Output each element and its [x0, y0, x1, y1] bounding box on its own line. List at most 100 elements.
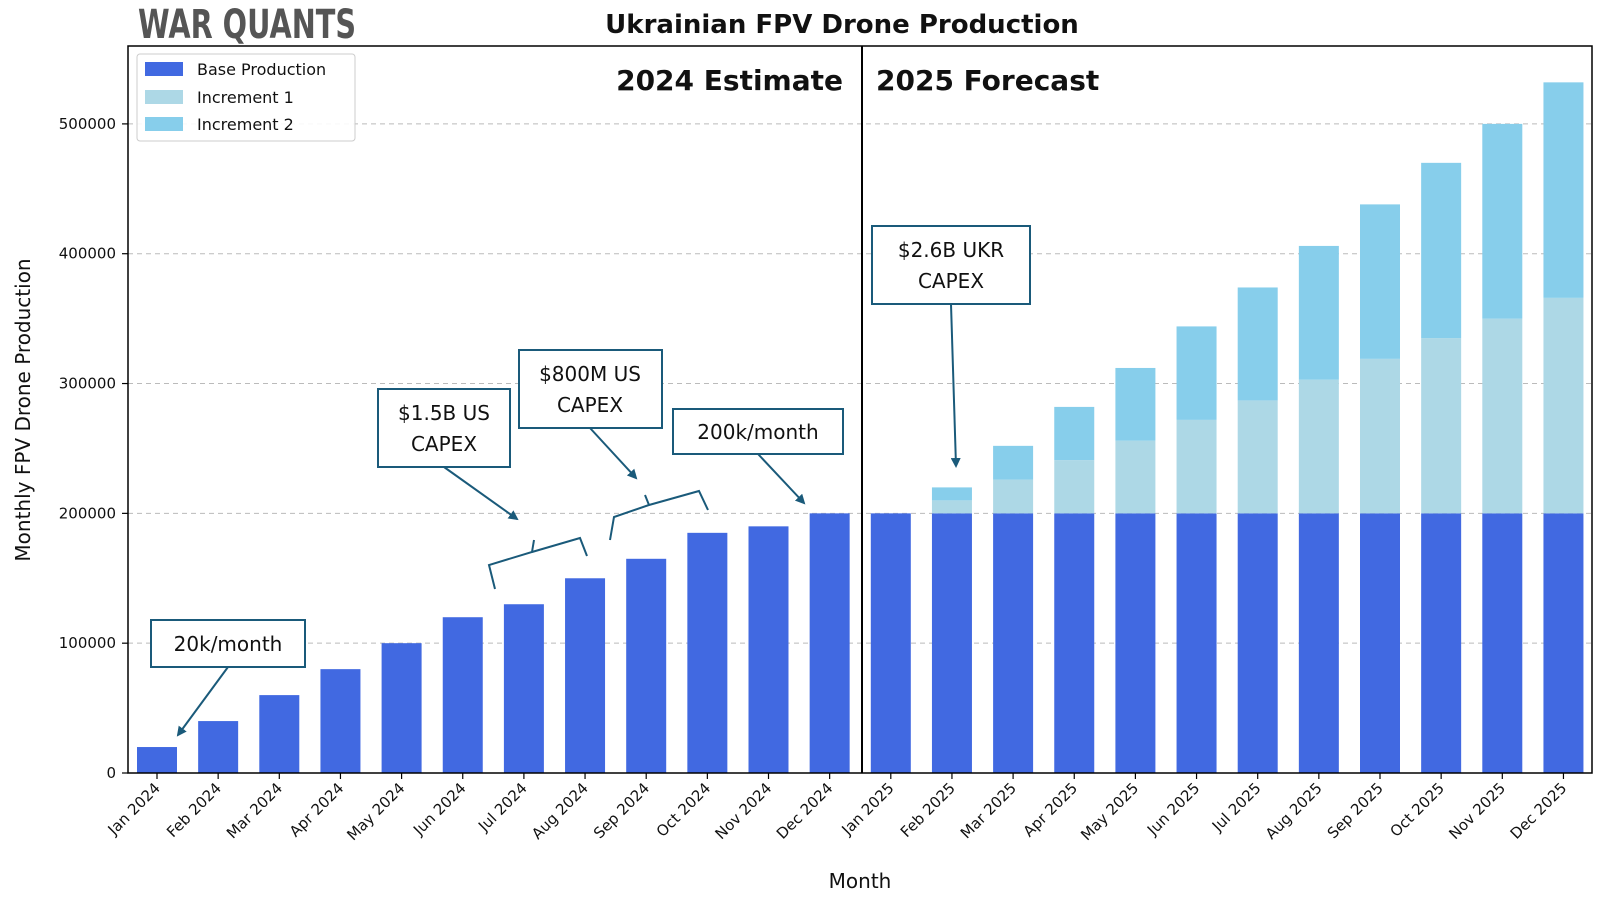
bar-increment-1: [1360, 358, 1400, 514]
bar-base-production: [748, 526, 789, 773]
bar-base-production: [259, 695, 300, 773]
x-tick-label: Jun 2024: [409, 779, 469, 839]
x-tick-label: Oct 2024: [653, 779, 714, 840]
x-tick-label: Jun 2025: [1143, 779, 1203, 839]
bar-base-production: [1237, 513, 1278, 773]
bar-increment-2: [993, 445, 1034, 480]
x-tick-label: Oct 2025: [1387, 779, 1448, 840]
annotation-text-2-6b-line1: $2.6B UKR: [898, 238, 1004, 262]
annotation-arrow: [757, 453, 806, 505]
x-tick-label: Mar 2025: [957, 779, 1020, 842]
bar-base-production: [809, 513, 850, 773]
bar-increment-2: [1543, 82, 1584, 298]
x-tick-label: Mar 2024: [223, 779, 286, 842]
bar-increment-1: [931, 500, 972, 514]
bar-increment-1: [1054, 460, 1095, 514]
y-tick-label: 0: [106, 764, 116, 782]
bar-increment-2: [1115, 367, 1156, 441]
bar-increment-2: [931, 487, 972, 501]
bar-base-production: [503, 604, 544, 773]
legend-label-increment-1: Increment 1: [197, 88, 294, 107]
legend-swatch-increment-1: [145, 90, 183, 104]
annotation-text-1-5b-line1: $1.5B US: [398, 401, 490, 425]
annotation-text-200k: 200k/month: [697, 420, 818, 444]
period-label-2025: 2025 Forecast: [876, 64, 1099, 97]
y-tick-label: 100000: [59, 634, 116, 652]
annotation-1-5b-us-capex: $1.5B US CAPEX: [377, 388, 588, 590]
annotation-box: [672, 408, 844, 455]
legend-label-base-production: Base Production: [197, 60, 326, 79]
x-tick-label: Jan 2025: [837, 779, 897, 839]
x-tick-label: Jul 2025: [1208, 779, 1265, 836]
annotation-text-2-6b-line2: CAPEX: [918, 269, 984, 293]
bar-increment-2: [1360, 204, 1400, 359]
legend-swatch-base-production: [145, 62, 183, 76]
annotation-arrow: [443, 466, 519, 521]
x-tick-label: Apr 2025: [1020, 779, 1081, 840]
annotation-box: [377, 388, 511, 468]
annotation-brace: [609, 489, 709, 541]
bar-increment-1: [1543, 297, 1584, 514]
bar-base-production: [1054, 513, 1095, 773]
bar-increment-2: [1176, 326, 1217, 420]
bar-increment-2: [1298, 245, 1339, 380]
x-tick-label: Dec 2025: [1507, 779, 1571, 843]
bar-base-production: [565, 578, 606, 773]
x-tick-label: Aug 2024: [528, 779, 592, 843]
bar-base-production: [626, 558, 667, 773]
bar-increment-2: [1054, 406, 1095, 461]
annotation-arrow: [950, 303, 961, 468]
war-quants-logo: WAR QUANTS: [138, 2, 356, 48]
bar-increment-1: [1176, 419, 1217, 514]
legend-swatch-increment-2: [145, 117, 183, 131]
period-label-2024: 2024 Estimate: [616, 64, 843, 97]
bar-base-production: [1482, 513, 1523, 773]
annotation-200k-month: 200k/month: [672, 408, 844, 505]
bar-increment-1: [1482, 318, 1523, 514]
bar-base-production: [1360, 513, 1400, 773]
chart-title: Ukrainian FPV Drone Production: [605, 10, 1079, 40]
x-tick-label: Sep 2025: [1324, 779, 1387, 842]
bar-base-production: [1176, 513, 1217, 773]
bars-group: [137, 82, 1584, 773]
bar-base-production: [320, 669, 361, 773]
bar-increment-2: [1237, 287, 1278, 401]
x-tick-label: Jul 2024: [474, 779, 531, 836]
bar-base-production: [442, 617, 483, 773]
bar-increment-1: [1421, 338, 1462, 514]
bar-base-production: [381, 643, 422, 773]
annotation-800m-us-capex: $800M US CAPEX: [518, 349, 709, 541]
x-tick-label: Aug 2025: [1262, 779, 1326, 843]
annotation-2-6b-ukr-capex: $2.6B UKR CAPEX: [871, 225, 1031, 468]
grid-lines: [128, 123, 1592, 644]
annotation-text-800m-line2: CAPEX: [557, 393, 623, 417]
bar-base-production: [993, 513, 1034, 773]
y-axis-label: Monthly FPV Drone Production: [11, 258, 35, 561]
bar-increment-1: [993, 479, 1034, 514]
bar-increment-2: [1421, 162, 1462, 339]
annotation-20k-month: 20k/month: [150, 619, 306, 737]
x-tick-label: May 2025: [1077, 779, 1142, 844]
bar-base-production: [1543, 513, 1584, 773]
y-tick-label: 400000: [59, 245, 116, 263]
annotation-text-20k: 20k/month: [174, 632, 283, 656]
x-tick-label: May 2024: [343, 779, 408, 844]
y-axis: 0 100000 200000 300000 400000 500000: [59, 115, 128, 782]
y-tick-label: 300000: [59, 375, 116, 393]
y-tick-label: 500000: [59, 115, 116, 133]
y-tick-label: 200000: [59, 504, 116, 522]
x-tick-label: Feb 2024: [163, 779, 225, 841]
plot-frame: [127, 45, 1593, 774]
bar-base-production: [1298, 513, 1339, 773]
x-tick-label: Jan 2024: [104, 779, 164, 839]
bar-increment-1: [1115, 440, 1156, 514]
bar-base-production: [1115, 513, 1156, 773]
bar-base-production: [1421, 513, 1462, 773]
legend: Base Production Increment 1 Increment 2: [136, 53, 356, 142]
bar-base-production: [687, 532, 728, 773]
x-tick-label: Dec 2024: [773, 779, 837, 843]
bar-increment-2: [1482, 123, 1523, 319]
bar-base-production: [931, 513, 972, 773]
annotation-text-800m-line1: $800M US: [539, 362, 641, 386]
